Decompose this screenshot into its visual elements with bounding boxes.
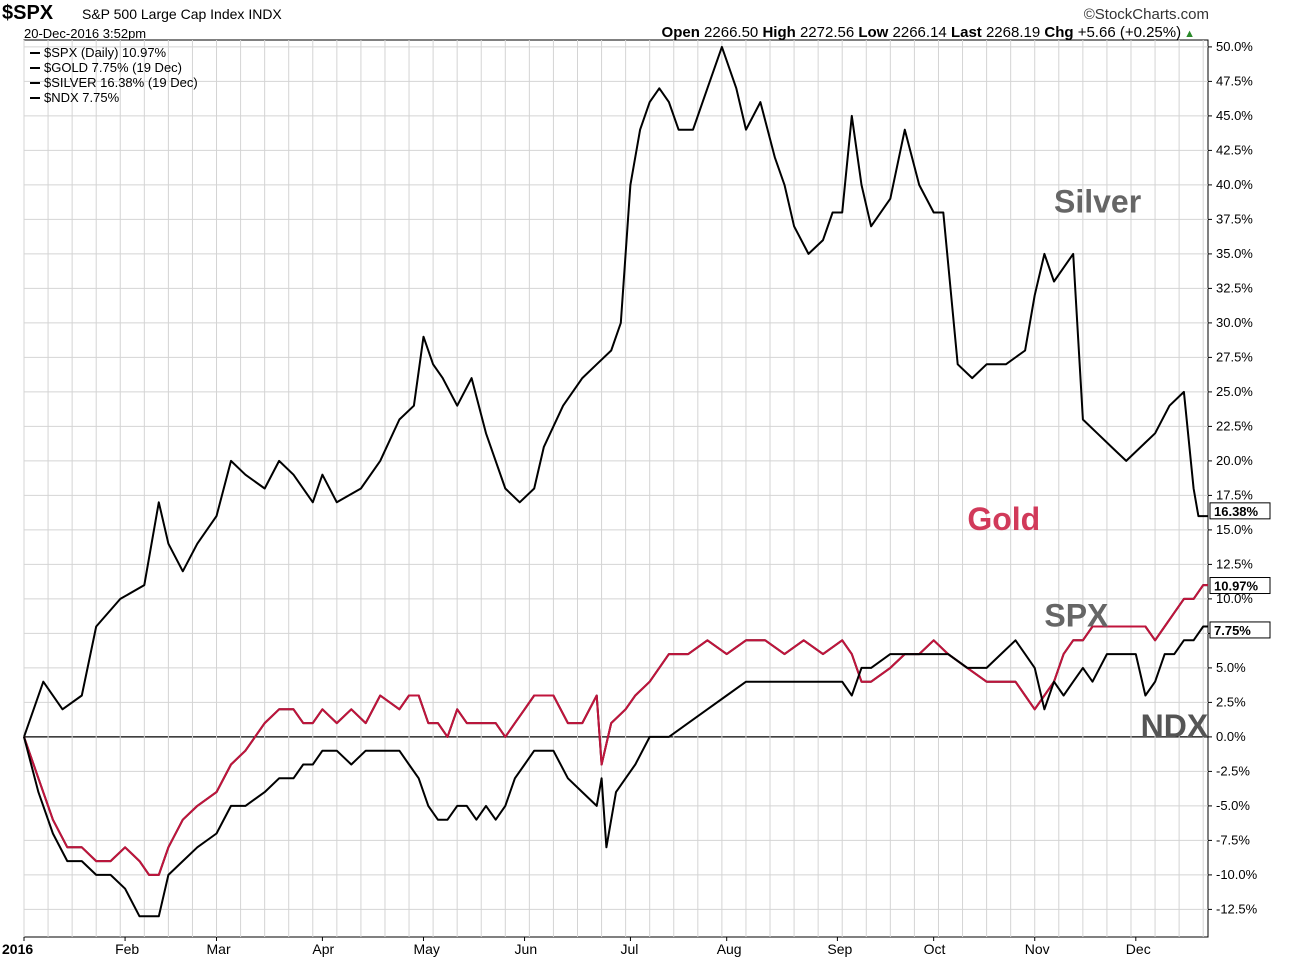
value-tag-box — [1209, 577, 1271, 595]
x-tick-label: Apr — [312, 941, 334, 957]
y-tick-label: 2.5% — [1216, 694, 1246, 709]
value-tag: 10.97% — [1214, 579, 1259, 594]
quote-bar: Open 2266.50 High 2272.56 Low 2266.14 La… — [662, 24, 1195, 41]
annotation-ndx: NDX — [1141, 708, 1209, 744]
index-name: S&P 500 Large Cap Index INDX — [82, 6, 282, 22]
symbol: $SPX — [2, 2, 54, 24]
y-tick-label: 47.5% — [1216, 73, 1253, 88]
y-tick-label: -12.5% — [1216, 901, 1258, 916]
series-line-spx — [23, 584, 1208, 876]
x-tick-label: 2016 — [2, 941, 33, 957]
x-tick-label: Mar — [207, 941, 231, 957]
x-tick-label: Sep — [827, 941, 852, 957]
legend-entry: $GOLD 7.75% (19 Dec) — [44, 60, 182, 75]
y-tick-label: 27.5% — [1216, 349, 1253, 364]
x-tick-label: Dec — [1126, 941, 1151, 957]
series-line-silver — [23, 45, 1208, 738]
chg-label: Chg — [1044, 24, 1074, 41]
legend-entry: $NDX 7.75% — [44, 90, 120, 105]
exchange: INDX — [248, 6, 282, 22]
value-tag: 16.38% — [1214, 504, 1259, 519]
legend-entry: $SILVER 16.38% (19 Dec) — [44, 75, 198, 90]
index-name-text: S&P 500 Large Cap Index — [82, 6, 245, 22]
legend-entry: $SPX (Daily) 10.97% — [44, 45, 167, 60]
y-tick-label: 22.5% — [1216, 418, 1253, 433]
value-tag-box — [1209, 502, 1271, 520]
y-tick-label: 17.5% — [1216, 487, 1253, 502]
y-tick-label: 15.0% — [1216, 522, 1253, 537]
open-value: 2266.50 — [704, 24, 759, 41]
x-tick-label: Aug — [717, 941, 742, 957]
datetime: 20-Dec-2016 3:52pm — [24, 26, 147, 41]
x-tick-label: Nov — [1025, 941, 1050, 957]
open-label: Open — [661, 24, 700, 41]
value-tag: 7.75% — [1214, 623, 1251, 638]
y-tick-label: -10.0% — [1216, 867, 1258, 882]
series-line-ndx — [23, 625, 1208, 918]
y-tick-label: 25.0% — [1216, 384, 1253, 399]
y-tick-label: 45.0% — [1216, 108, 1253, 123]
attribution[interactable]: ©StockCharts.com — [1083, 6, 1209, 23]
x-tick-label: Jun — [515, 941, 538, 957]
x-tick-label: May — [413, 941, 439, 957]
up-arrow-icon: ▲ — [1184, 28, 1195, 40]
y-tick-label: 30.0% — [1216, 315, 1253, 330]
y-tick-label: 5.0% — [1216, 660, 1246, 675]
high-value: 2272.56 — [799, 24, 855, 41]
y-tick-label: 0.0% — [1216, 729, 1246, 744]
x-tick-label: Oct — [924, 941, 946, 957]
y-tick-label: 10.0% — [1216, 591, 1253, 606]
annotation-spx: SPX — [1044, 598, 1109, 634]
last-label: Last — [950, 24, 982, 41]
y-tick-label: 42.5% — [1216, 142, 1253, 157]
y-tick-label: 37.5% — [1216, 211, 1253, 226]
y-tick-label: 50.0% — [1216, 39, 1253, 54]
high-label: High — [762, 24, 796, 41]
y-tick-label: 35.0% — [1216, 246, 1253, 261]
low-value: 2266.14 — [892, 24, 947, 41]
y-tick-label: -7.5% — [1216, 832, 1250, 847]
y-tick-label: 40.0% — [1216, 177, 1253, 192]
x-tick-label: Feb — [115, 941, 139, 957]
y-tick-label: 20.0% — [1216, 453, 1253, 468]
last-value: 2268.19 — [985, 24, 1041, 41]
series-line-gold — [23, 584, 1208, 876]
y-tick-label: 12.5% — [1216, 556, 1253, 571]
value-tag-box — [1209, 621, 1271, 639]
annotation-gold: Gold — [967, 501, 1040, 537]
y-tick-label: -2.5% — [1216, 763, 1250, 778]
y-tick-label: 32.5% — [1216, 280, 1253, 295]
low-label: Low — [858, 24, 889, 41]
y-tick-label: -5.0% — [1216, 798, 1250, 813]
chg-value: +5.66 (+0.25%) — [1077, 24, 1182, 41]
annotation-silver: Silver — [1054, 184, 1141, 220]
x-tick-label: Jul — [620, 941, 638, 957]
